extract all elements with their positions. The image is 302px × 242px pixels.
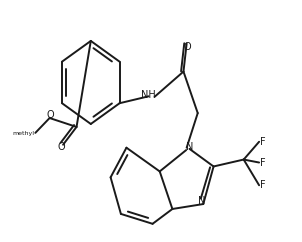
Text: O: O xyxy=(47,110,55,120)
Text: F: F xyxy=(260,158,265,167)
Text: NH: NH xyxy=(140,90,155,100)
Text: N: N xyxy=(186,142,193,152)
Text: F: F xyxy=(260,180,265,190)
Text: F: F xyxy=(260,137,265,147)
Text: O: O xyxy=(57,142,65,152)
Text: methyl: methyl xyxy=(12,131,34,136)
Text: O: O xyxy=(184,42,191,52)
Text: N: N xyxy=(198,196,205,206)
